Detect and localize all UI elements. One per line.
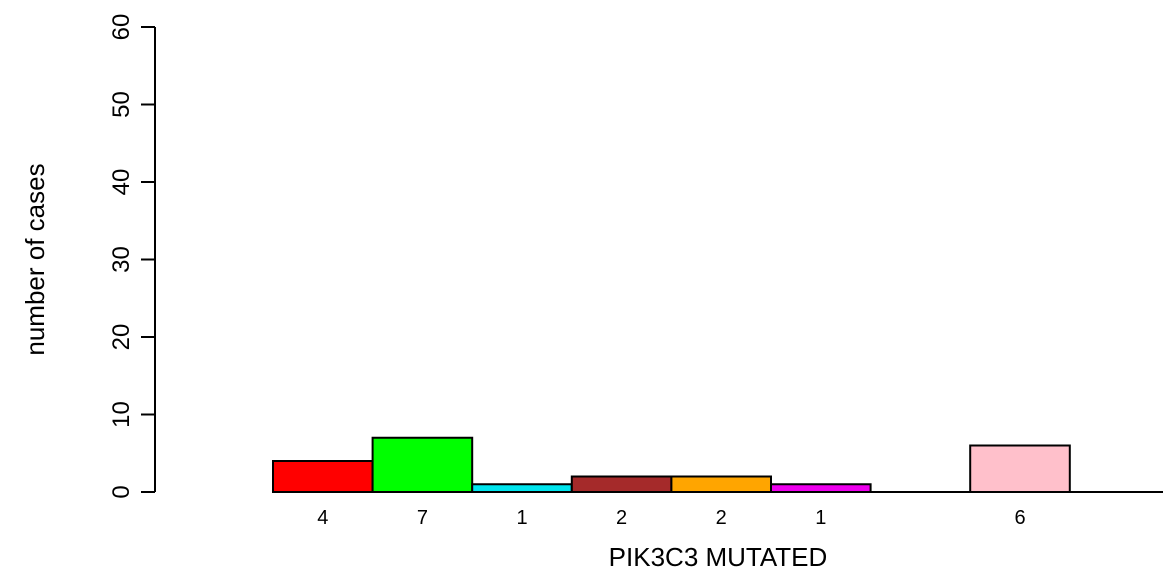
y-tick-label: 50 xyxy=(108,91,135,118)
bar xyxy=(670,475,773,493)
bar-labels: 4 7 1 2 2 1 6 xyxy=(317,507,1025,529)
bar-count-label: 4 xyxy=(317,507,328,529)
bar xyxy=(570,475,673,493)
y-tick-label: 20 xyxy=(108,324,135,351)
bar-count-label: 1 xyxy=(516,507,527,529)
bar-count-label: 7 xyxy=(417,507,428,529)
y-axis-title: number of cases xyxy=(20,163,50,355)
bars xyxy=(272,436,1071,493)
y-tick-label: 10 xyxy=(108,401,135,428)
x-axis-title: PIK3C3 MUTATED xyxy=(609,542,828,572)
bar-count-label: 1 xyxy=(815,507,826,529)
bar xyxy=(969,444,1071,493)
bar-count-label: 2 xyxy=(616,507,627,529)
y-axis: 0 10 20 30 40 50 60 xyxy=(108,14,156,499)
y-tick-label: 30 xyxy=(108,246,135,273)
y-tick-label: 60 xyxy=(108,14,135,41)
bar xyxy=(272,460,374,493)
y-tick-label: 40 xyxy=(108,169,135,196)
bar-count-label: 2 xyxy=(716,507,727,529)
bar-count-label: 6 xyxy=(1014,507,1025,529)
bar xyxy=(371,436,474,493)
y-tick-label: 0 xyxy=(108,485,135,498)
bar xyxy=(770,483,872,493)
bar xyxy=(471,483,573,493)
